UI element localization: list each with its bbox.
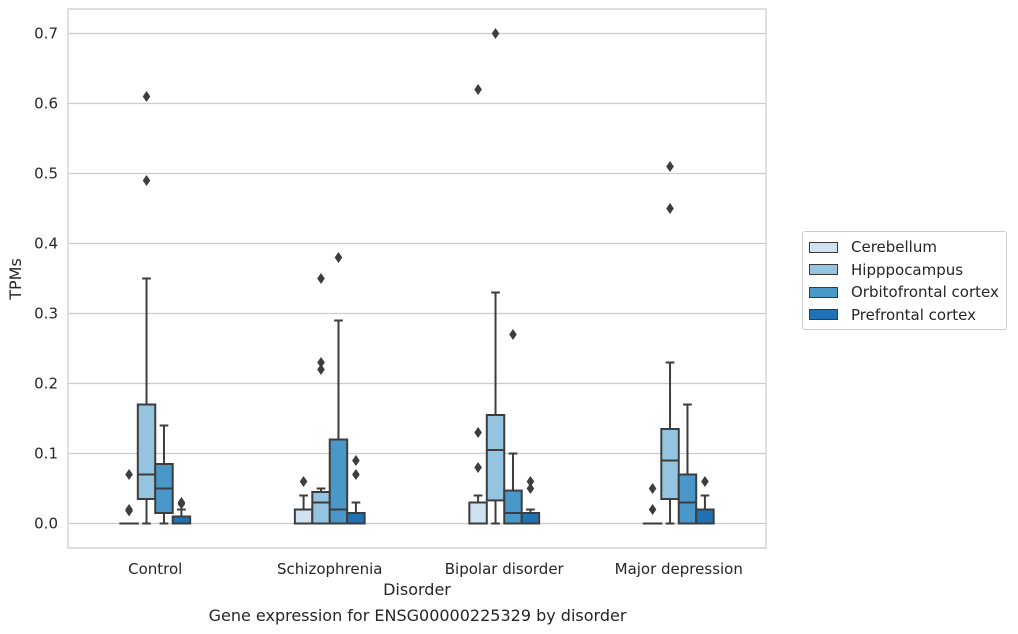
box-cerebellum [468,84,488,525]
box-body [485,414,506,502]
box-body [311,491,331,525]
outlier-point [474,427,482,438]
y-tick-label: 0.6 [34,95,58,113]
box-body [677,473,698,525]
x-tick-label: Schizophrenia [277,560,382,578]
legend-item: Cerebellum [803,236,1006,259]
box-hipppocampus [311,273,331,525]
box-hipppocampus [485,28,506,525]
box-series [119,28,715,525]
box-cerebellum [119,469,139,525]
legend-swatch [809,264,838,276]
box-orbitofrontal-cortex [677,403,698,525]
outlier-point [125,505,133,517]
legend-swatch [809,309,838,321]
box-prefrontal-cortex [171,497,192,525]
outlier-point [142,175,151,186]
outlier-point [317,273,325,284]
chart-caption: Gene expression for ENSG00000225329 by d… [208,606,627,625]
x-tick-labels: Control Schizophrenia Bipolar disorder Majo… [128,560,743,578]
legend-swatch [809,286,838,298]
legend-label: Prefrontal cortex [851,305,976,324]
outlier-point [509,329,517,340]
chart-legend: Cerebellum Hipppocampus Orbitofrontal cort… [802,231,1007,330]
y-tick-label: 0.4 [34,235,58,253]
box-body [660,428,680,500]
y-tick-label: 0.0 [34,515,58,533]
outlier-point [334,252,343,263]
box-body [328,438,349,525]
box-body [520,512,541,525]
outlier-point [317,364,325,375]
x-tick-label: Major depression [615,560,743,578]
y-tick-label: 0.5 [34,165,58,183]
box-body [293,508,314,525]
legend-item: Prefrontal cortex [803,304,1006,327]
outlier-point [648,483,657,494]
x-axis-title: Disorder [383,580,451,599]
y-axis-title: TPMs [6,258,25,301]
outlier-point [526,483,535,494]
outlier-point [299,476,308,487]
legend-label: Hipppocampus [851,260,964,279]
outlier-point [352,469,360,480]
box-hipppocampus [136,91,157,525]
legend-label: Orbitofrontal cortex [851,283,999,302]
x-tick-label: Control [128,560,182,578]
box-body [695,508,715,525]
y-tick-labels: 0.0 0.1 0.2 0.3 0.4 0.5 0.6 0.7 [34,25,58,533]
outlier-point [491,28,500,39]
outlier-point [125,469,133,480]
box-body [346,512,366,525]
box-body [468,501,488,525]
outlier-point [177,498,186,510]
legend-item: Orbitofrontal cortex [803,281,1006,304]
outlier-point [352,455,360,466]
legend-item: Hipppocampus [803,259,1006,282]
y-tick-label: 0.1 [34,445,58,463]
y-tick-label: 0.3 [34,305,58,323]
x-tick-label: Bipolar disorder [445,560,565,578]
box-prefrontal-cortex [520,476,541,525]
outlier-point [666,203,674,214]
legend-label: Cerebellum [851,238,937,257]
box-cerebellum [293,476,314,525]
box-hipppocampus [660,161,680,525]
box-body [171,515,192,525]
box-cerebellum [642,483,663,525]
box-prefrontal-cortex [346,455,366,525]
outlier-point [474,462,482,473]
grid-lines [68,32,766,525]
box-prefrontal-cortex [695,476,715,525]
outlier-point [142,91,151,102]
outlier-point [526,476,535,487]
legend-swatch [809,241,838,253]
box-orbitofrontal-cortex [328,252,349,525]
y-tick-label: 0.2 [34,375,58,393]
outlier-point [648,504,657,515]
outlier-point [317,357,325,368]
outlier-point [474,84,482,95]
box-body [503,489,523,525]
y-tick-label: 0.7 [34,25,58,43]
plot-frame [67,8,767,549]
outlier-point [701,476,709,487]
box-orbitofrontal-cortex [503,329,523,525]
box-orbitofrontal-cortex [154,424,174,525]
outlier-point [666,161,674,172]
box-body [136,403,157,500]
